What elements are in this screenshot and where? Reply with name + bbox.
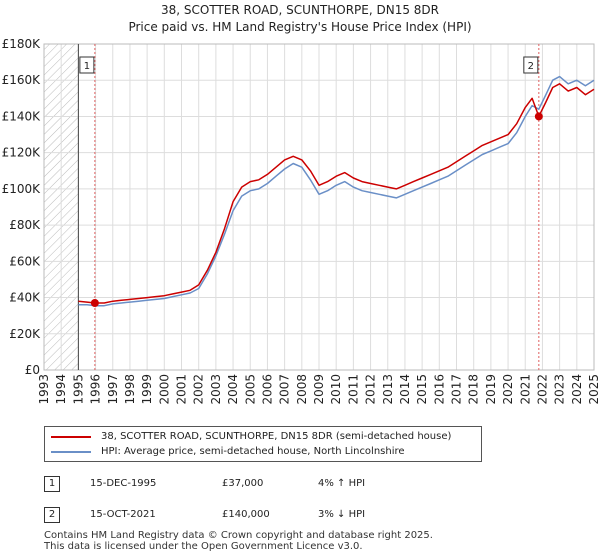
series-line-hpi [78, 75, 595, 307]
x-tick-label: 2001 [175, 374, 189, 405]
x-tick-label: 2017 [450, 374, 464, 405]
x-tick-label: 2014 [398, 374, 412, 405]
legend-swatch-property [51, 436, 91, 438]
x-tick-label: 1998 [123, 374, 137, 405]
y-tick-label: £180K [2, 37, 42, 51]
x-tick-label: 1995 [71, 374, 85, 405]
x-tick-label: 2015 [415, 374, 429, 405]
transaction-hpi-1: 4% ↑ HPI [318, 478, 366, 489]
transaction-hpi-2: 3% ↓ HPI [318, 509, 366, 520]
y-tick-label: £140K [2, 109, 42, 123]
x-tick-label: 2021 [518, 374, 532, 405]
y-tick-label: £160K [2, 73, 42, 87]
marker-point-2 [534, 112, 543, 121]
chart-subtitle: Price paid vs. HM Land Registry's House … [128, 20, 472, 34]
x-tick-label: 2025 [587, 374, 600, 405]
x-tick-label: 2016 [432, 374, 446, 405]
x-tick-label: 1999 [140, 374, 154, 405]
x-tick-label: 1994 [54, 374, 68, 405]
legend-swatch-hpi [51, 451, 91, 453]
x-tick-label: 2004 [226, 374, 240, 405]
x-tick-label: 2005 [243, 374, 257, 405]
marker-box-2 [523, 56, 539, 74]
y-tick-label: £80K [9, 218, 41, 232]
x-tick-label: 2010 [329, 374, 343, 405]
x-tick-label: 2022 [535, 374, 549, 405]
y-tick-label: £0 [25, 363, 40, 377]
legend-item-hpi: HPI: Average price, semi-detached house,… [51, 445, 405, 459]
y-tick-label: £60K [9, 254, 41, 268]
footer-copyright: Contains HM Land Registry data © Crown c… [44, 530, 433, 541]
transaction-price-1: £37,000 [222, 478, 264, 489]
x-tick-label: 2012 [364, 374, 378, 405]
x-tick-label: 2002 [192, 374, 206, 405]
footer-license: This data is licensed under the Open Gov… [44, 541, 363, 552]
x-tick-label: 1996 [89, 374, 103, 405]
footer: Contains HM Land Registry data © Crown c… [44, 530, 594, 552]
marker-label-1: 1 [84, 61, 90, 72]
x-tick-label: 2008 [295, 374, 309, 405]
x-tick-label: 1997 [106, 374, 120, 405]
x-tick-label: 1993 [37, 374, 51, 405]
transaction-badge-2: 2 [44, 507, 60, 523]
marker-label-2: 2 [528, 61, 534, 72]
x-tick-label: 2020 [501, 374, 515, 405]
x-tick-label: 2011 [346, 374, 360, 405]
x-tick-label: 2003 [209, 374, 223, 405]
marker-box-1 [79, 56, 95, 74]
x-tick-label: 2018 [467, 374, 481, 405]
x-tick-label: 2013 [381, 374, 395, 405]
x-tick-label: 2007 [278, 374, 292, 405]
transaction-badge-1: 1 [44, 476, 60, 492]
price-chart: £0 £20K £40K £60K £80K £100K £120K £140K £160K £1… [2, 37, 600, 405]
y-tick-label: £40K [9, 291, 41, 305]
x-tick-label: 2019 [484, 374, 498, 405]
legend-label-hpi: HPI: Average price, semi-detached house,… [101, 446, 405, 457]
marker-point-1 [90, 298, 99, 307]
y-tick-label: £100K [2, 182, 42, 196]
x-tick-label: 2000 [157, 374, 171, 405]
y-tick-label: £120K [2, 146, 42, 160]
y-tick-label: £20K [9, 327, 41, 341]
chart-legend: 38, SCOTTER ROAD, SCUNTHORPE, DN15 8DR (… [44, 426, 482, 462]
transaction-price-2: £140,000 [222, 509, 270, 520]
legend-item-property: 38, SCOTTER ROAD, SCUNTHORPE, DN15 8DR (… [51, 430, 451, 444]
legend-label-property: 38, SCOTTER ROAD, SCUNTHORPE, DN15 8DR (… [101, 431, 452, 442]
x-tick-label: 2023 [553, 374, 567, 405]
transaction-date-1: 15-DEC-1995 [90, 478, 157, 489]
chart-title: 38, SCOTTER ROAD, SCUNTHORPE, DN15 8DR [160, 3, 440, 17]
transaction-date-2: 15-OCT-2021 [90, 509, 156, 520]
plot-border [43, 43, 595, 371]
x-tick-label: 2009 [312, 374, 326, 405]
series-line-property [78, 83, 595, 304]
x-tick-label: 2024 [570, 374, 584, 405]
x-tick-label: 2006 [260, 374, 274, 405]
